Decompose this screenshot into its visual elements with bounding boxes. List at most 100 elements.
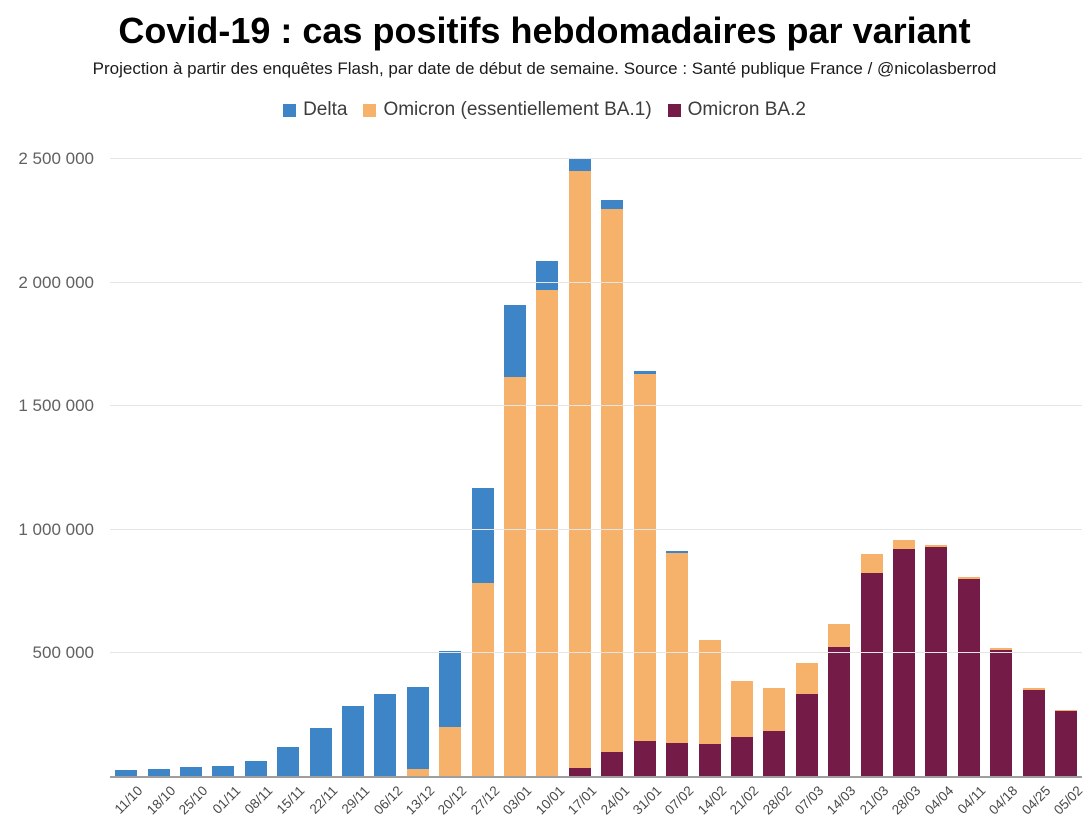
bar-segment-omicron-ba1: [892, 540, 915, 550]
x-axis-label: 21/02: [727, 783, 762, 818]
bar-group: 10/01: [531, 145, 567, 818]
bar-group: 03/01: [499, 145, 535, 818]
legend-label-delta: Delta: [303, 99, 348, 120]
stacked-bar: [147, 769, 170, 777]
bar-group: 28/02: [758, 145, 794, 818]
bar-segment-omicron-ba1: [1054, 710, 1077, 711]
bar-group: 08/11: [240, 145, 275, 817]
bar-segment-delta: [633, 371, 656, 374]
x-axis-label: 03/01: [500, 783, 535, 818]
bar-segment-omicron-ba1: [439, 727, 462, 777]
stacked-bar: [244, 760, 267, 777]
bar-group: 04/11: [953, 145, 988, 817]
stacked-bar: [698, 640, 721, 777]
bar-segment-delta: [374, 693, 397, 777]
y-axis-tick-label: 2 500 000: [18, 149, 94, 168]
stacked-bar: [925, 545, 948, 777]
stacked-bar: [406, 687, 429, 777]
bar-group: 27/12: [466, 145, 502, 818]
bar-segment-omicron-ba2: [795, 693, 818, 777]
x-axis-label: 11/10: [112, 783, 146, 817]
stacked-bar: [730, 681, 753, 777]
bar-segment-delta: [568, 157, 591, 172]
stacked-bar: [536, 261, 559, 777]
x-axis-label: 07/03: [791, 783, 827, 818]
bar-segment-delta: [504, 305, 527, 377]
bar-group: 29/11: [337, 145, 373, 817]
stacked-bar: [1022, 688, 1045, 777]
bar-segment-omicron-ba2: [860, 573, 883, 777]
stacked-bar: [504, 305, 527, 777]
gridline: [110, 405, 1082, 407]
x-axis-label: 14/02: [694, 783, 730, 818]
bar-segment-delta: [309, 728, 332, 777]
stacked-bar: [277, 747, 300, 777]
bar-segment-omicron-ba2: [1054, 711, 1077, 777]
bar-segment-delta: [180, 767, 203, 777]
bar-segment-omicron-ba1: [925, 545, 948, 548]
stacked-bar: [374, 693, 397, 777]
stacked-bar: [568, 157, 591, 777]
legend-swatch-delta-icon: [283, 103, 297, 117]
stacked-bar: [633, 371, 656, 777]
bar-group: 14/02: [693, 145, 729, 818]
x-axis-label: 04/18: [986, 783, 1021, 818]
x-axis-label: 07/02: [662, 783, 697, 818]
stacked-bar: [180, 767, 203, 777]
bar-segment-delta: [439, 651, 462, 728]
legend-label-omicron-ba1: Omicron (essentiellement BA.1): [383, 99, 652, 120]
bar-group: 22/11: [304, 145, 340, 817]
bar-segment-omicron-ba1: [990, 647, 1013, 650]
stacked-bar: [892, 540, 915, 777]
stacked-bar: [115, 769, 138, 777]
plot-area: 11/10 18/10 25/10 01/11 08/11 15/11 22/11 29/11…: [110, 145, 1086, 818]
bar-group: 11/10: [110, 145, 146, 817]
bar-segment-delta: [536, 261, 559, 290]
bar-group: 25/10: [175, 145, 211, 818]
bar-segment-omicron-ba2: [666, 743, 689, 777]
gridline: [110, 281, 1082, 283]
bar-group: 21/02: [726, 145, 762, 818]
bar-segment-omicron-ba2: [957, 579, 980, 777]
y-axis-labels: 500 000 1 000 000 1 500 000 2 000 000 2 500 …: [0, 145, 98, 777]
bar-segment-omicron-ba2: [1022, 689, 1045, 777]
stacked-bar: [439, 651, 462, 777]
stacked-bar: [471, 487, 494, 777]
bar-group: 20/12: [434, 145, 470, 818]
bar-group: 04/18: [985, 145, 1021, 818]
bar-group: 21/03: [855, 145, 891, 818]
bar-group: 24/01: [596, 145, 632, 818]
x-axis-label: 10/01: [532, 783, 568, 818]
x-axis-label: 14/03: [824, 783, 859, 818]
gridline: [110, 528, 1082, 530]
bar-segment-delta: [212, 766, 235, 777]
x-axis-label: 04/04: [921, 783, 956, 818]
gridline: [110, 652, 1082, 654]
x-axis-label: 18/10: [143, 783, 179, 818]
x-axis-label: 13/12: [402, 783, 438, 818]
bar-segment-omicron-ba1: [828, 623, 851, 648]
bar-segment-omicron-ba1: [795, 663, 818, 694]
bar-segment-omicron-ba1: [536, 289, 559, 777]
bar-segment-omicron-ba1: [633, 373, 656, 742]
bar-group: 06/12: [369, 145, 405, 818]
bar-group: 04/25: [1017, 145, 1053, 818]
bar-group: 04/04: [920, 145, 956, 818]
stacked-bar: [601, 199, 624, 777]
gridline: [110, 158, 1082, 159]
bar-segment-delta: [471, 487, 494, 583]
legend-swatch-omicron-ba2-icon: [667, 103, 681, 117]
legend-item-omicron-ba2: Omicron BA.2: [667, 99, 806, 121]
bar-segment-delta: [147, 769, 170, 777]
y-axis-tick-label: 1 500 000: [18, 396, 94, 416]
legend-swatch-omicron-ba1-icon: [363, 103, 377, 117]
x-axis-label: 01/11: [209, 783, 244, 817]
bar-group: 07/03: [791, 145, 826, 818]
x-axis-label: 06/12: [370, 783, 406, 818]
bar-group: 13/12: [402, 145, 437, 818]
legend: Delta Omicron (essentiellement BA.1) Omi…: [0, 99, 1089, 121]
bar-segment-omicron-ba1: [406, 769, 429, 777]
bar-segment-omicron-ba1: [666, 552, 689, 744]
bar-group: 31/01: [629, 145, 664, 818]
